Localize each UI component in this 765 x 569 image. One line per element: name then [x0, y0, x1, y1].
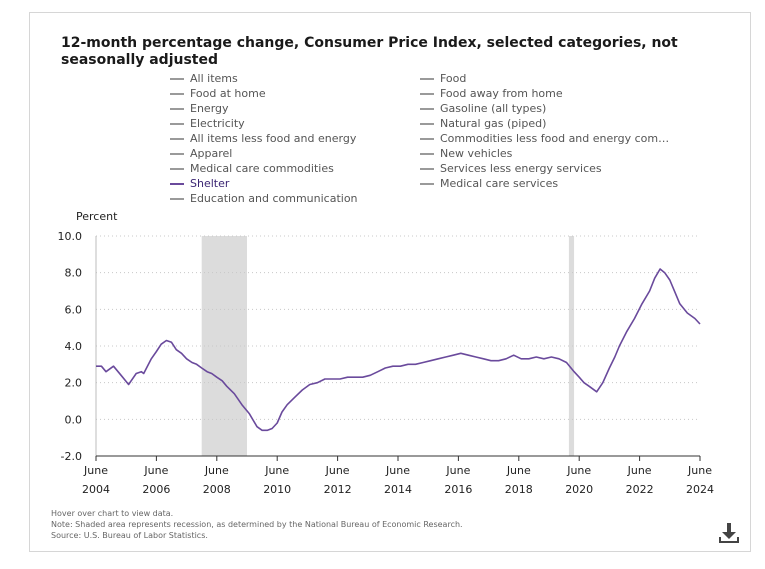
legend-swatch	[420, 167, 434, 170]
legend-swatch	[170, 77, 184, 80]
legend-item-energy[interactable]: Energy	[170, 101, 229, 116]
legend-item-medical-care-commodities[interactable]: Medical care commodities	[170, 161, 334, 176]
legend-swatch	[420, 152, 434, 155]
legend-item-all-items[interactable]: All items	[170, 71, 238, 86]
legend-label: Food at home	[190, 87, 266, 100]
legend-item-all-items-less-food-and-energy[interactable]: All items less food and energy	[170, 131, 356, 146]
legend-label: Commodities less food and energy com…	[440, 132, 670, 145]
legend-label: Shelter	[190, 177, 230, 190]
legend-item-services-less-energy-services[interactable]: Services less energy services	[420, 161, 602, 176]
legend-item-food-away-from-home[interactable]: Food away from home	[420, 86, 563, 101]
legend-label: Gasoline (all types)	[440, 102, 547, 115]
legend-item-apparel[interactable]: Apparel	[170, 146, 232, 161]
legend-swatch	[170, 197, 184, 200]
legend-swatch	[420, 77, 434, 80]
legend-item-electricity[interactable]: Electricity	[170, 116, 245, 131]
legend-item-food[interactable]: Food	[420, 71, 466, 86]
chart-notes: Hover over chart to view data. Note: Sha…	[51, 508, 463, 541]
legend-label: Food	[440, 72, 467, 85]
legend-swatch	[170, 182, 184, 185]
legend-item-new-vehicles[interactable]: New vehicles	[420, 146, 512, 161]
chart-title: 12-month percentage change, Consumer Pri…	[61, 35, 678, 68]
hover-hint: Hover over chart to view data.	[51, 509, 174, 518]
legend-label: Medical care services	[440, 177, 559, 190]
y-axis-label: Percent	[76, 210, 118, 223]
legend-label: Natural gas (piped)	[440, 117, 547, 130]
legend-item-commodities-less-food-and-energy-com[interactable]: Commodities less food and energy com…	[420, 131, 669, 146]
legend-label: All items	[190, 72, 238, 85]
legend-label: Electricity	[190, 117, 245, 130]
legend-swatch	[420, 137, 434, 140]
legend-label: Education and communication	[190, 192, 358, 205]
legend-label: Food away from home	[440, 87, 563, 100]
legend-swatch	[420, 122, 434, 125]
legend: All items Food at home Energy Electricity Al…	[170, 71, 690, 206]
legend-item-education-and-communication[interactable]: Education and communication	[170, 191, 358, 206]
legend-swatch	[170, 122, 184, 125]
legend-label: Energy	[190, 102, 229, 115]
legend-swatch	[170, 152, 184, 155]
legend-swatch	[170, 107, 184, 110]
legend-item-shelter[interactable]: Shelter	[170, 176, 229, 191]
legend-swatch	[420, 107, 434, 110]
source-note: Source: U.S. Bureau of Labor Statistics.	[51, 531, 208, 540]
legend-swatch	[170, 137, 184, 140]
legend-label: All items less food and energy	[190, 132, 357, 145]
legend-item-natural-gas-piped[interactable]: Natural gas (piped)	[420, 116, 546, 131]
legend-item-gasoline-all-types[interactable]: Gasoline (all types)	[420, 101, 546, 116]
download-icon[interactable]	[716, 520, 742, 546]
legend-item-food-at-home[interactable]: Food at home	[170, 86, 266, 101]
legend-swatch	[420, 92, 434, 95]
legend-label: Apparel	[190, 147, 233, 160]
legend-label: Services less energy services	[440, 162, 602, 175]
recession-note: Note: Shaded area represents recession, …	[51, 520, 463, 529]
legend-swatch	[170, 167, 184, 170]
legend-label: New vehicles	[440, 147, 513, 160]
legend-item-medical-care-services[interactable]: Medical care services	[420, 176, 558, 191]
legend-label: Medical care commodities	[190, 162, 334, 175]
legend-swatch	[420, 182, 434, 185]
legend-swatch	[170, 92, 184, 95]
